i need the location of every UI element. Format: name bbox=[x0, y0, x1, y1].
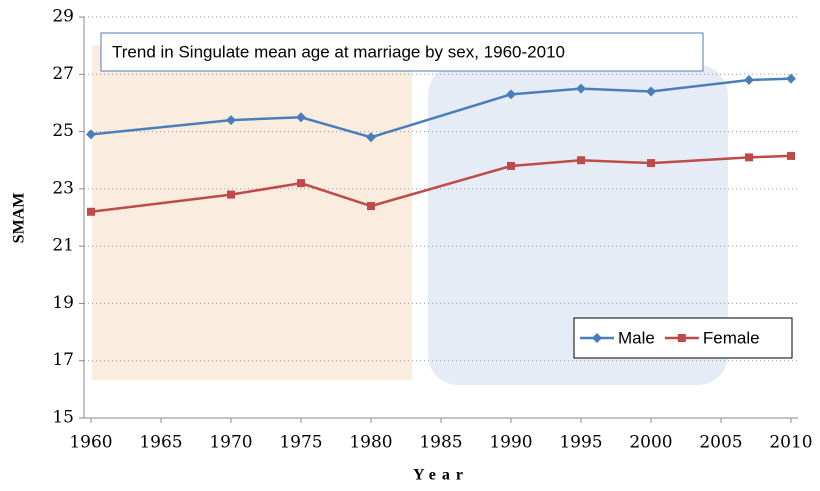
x-tick-label: 1980 bbox=[349, 433, 392, 453]
marker bbox=[367, 202, 375, 211]
x-tick-label: 1960 bbox=[69, 433, 112, 453]
x-tick-label: 2005 bbox=[699, 433, 742, 453]
y-axis-title: SMAM bbox=[11, 193, 28, 244]
legend-label: Male bbox=[618, 328, 655, 347]
x-tick-label: 1975 bbox=[279, 433, 322, 453]
marker bbox=[786, 73, 796, 84]
chart-title: Trend in Singulate mean age at marriage … bbox=[112, 42, 565, 61]
marker bbox=[677, 334, 686, 342]
marker bbox=[744, 75, 754, 86]
marker bbox=[87, 207, 95, 216]
title-box bbox=[100, 32, 704, 72]
y-tick-label: 19 bbox=[52, 293, 74, 313]
marker bbox=[297, 179, 305, 188]
x-tick-label: 2010 bbox=[769, 433, 812, 453]
y-tick-label: 15 bbox=[52, 408, 74, 428]
legend-label: Female bbox=[703, 328, 760, 347]
marker bbox=[507, 161, 515, 170]
x-tick-label: 1965 bbox=[139, 433, 182, 453]
y-tick-label: 17 bbox=[52, 350, 74, 370]
y-tick-label: 29 bbox=[52, 7, 74, 27]
marker bbox=[86, 129, 96, 140]
y-tick-label: 25 bbox=[52, 121, 74, 141]
marker bbox=[576, 83, 586, 94]
x-tick-label: 1985 bbox=[419, 433, 462, 453]
marker bbox=[226, 115, 236, 126]
x-tick-label: 1990 bbox=[489, 433, 532, 453]
marker bbox=[366, 132, 376, 143]
marker bbox=[745, 153, 753, 162]
marker bbox=[296, 112, 306, 123]
x-tick-label: 1995 bbox=[559, 433, 602, 453]
marker bbox=[647, 159, 655, 168]
watermark-drdf bbox=[428, 65, 728, 385]
x-tick-label: 2000 bbox=[629, 433, 672, 453]
marker bbox=[592, 333, 602, 343]
marker bbox=[506, 89, 516, 100]
marker bbox=[227, 190, 235, 199]
x-tick-label: 1970 bbox=[209, 433, 252, 453]
y-tick-label: 23 bbox=[52, 178, 74, 198]
watermark-uppi bbox=[92, 45, 412, 380]
y-tick-label: 27 bbox=[52, 64, 74, 84]
marker bbox=[646, 86, 656, 97]
x-axis-title: Year bbox=[413, 467, 469, 484]
y-tick-label: 21 bbox=[52, 236, 74, 256]
marker bbox=[787, 151, 795, 160]
marker bbox=[577, 156, 585, 165]
